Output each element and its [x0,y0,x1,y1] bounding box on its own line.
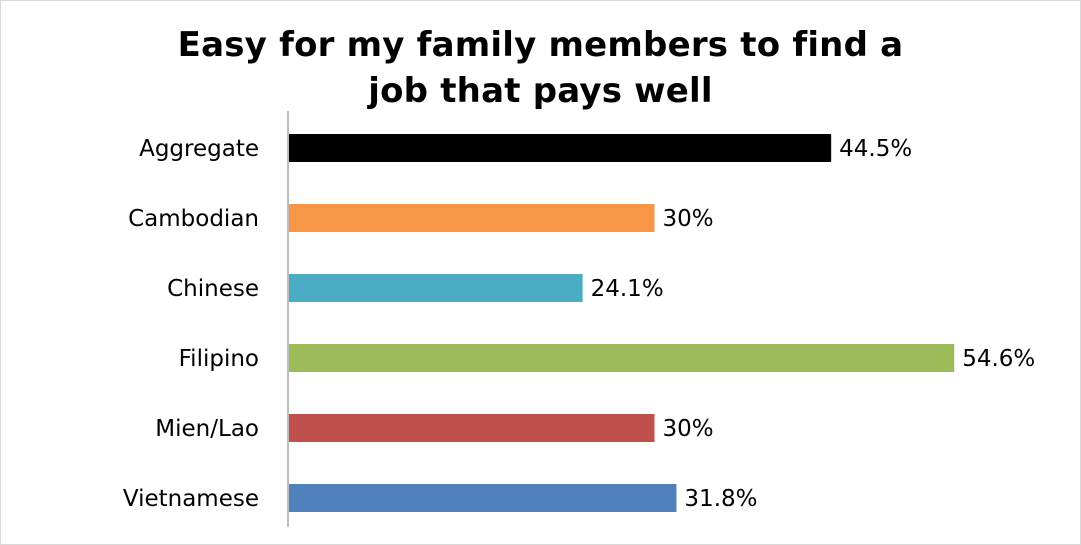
bar-mien-lao [289,414,655,442]
bar-vietnamese [289,484,677,512]
value-label-mien-lao: 30% [663,416,714,442]
category-label-filipino: Filipino [179,346,259,372]
category-label-mien-lao: Mien/Lao [155,416,259,442]
value-label-filipino: 54.6% [962,346,1035,372]
value-label-vietnamese: 31.8% [684,486,757,512]
value-label-cambodian: 30% [663,206,714,232]
bar-filipino [289,344,955,372]
category-label-aggregate: Aggregate [139,136,259,162]
chart-title: Easy for my family members to find a job… [0,22,1081,114]
bars-layer: Aggregate 44.5% Cambodian 30% Chinese 24.1% Fi… [123,134,1035,512]
category-label-chinese: Chinese [167,276,259,302]
value-label-chinese: 24.1% [591,276,664,302]
value-label-aggregate: 44.5% [839,136,912,162]
chart-title-line-2: job that pays well [368,71,713,111]
chart-title-line-1: Easy for my family members to find a [177,25,904,65]
bar-aggregate [289,134,832,162]
bar-chinese [289,274,583,302]
category-label-vietnamese: Vietnamese [123,486,259,512]
bar-cambodian [289,204,655,232]
category-label-cambodian: Cambodian [128,206,259,232]
